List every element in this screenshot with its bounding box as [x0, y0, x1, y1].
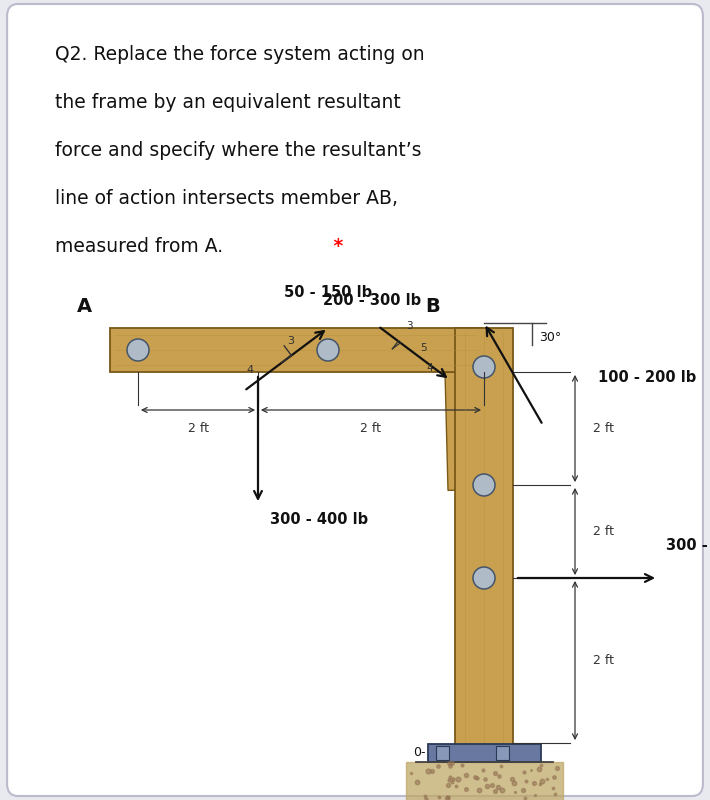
Circle shape [473, 474, 495, 496]
Text: 3: 3 [287, 336, 294, 346]
Text: 200 - 300 lb: 200 - 300 lb [323, 293, 421, 308]
Circle shape [127, 339, 149, 361]
Text: 100 - 200 lb: 100 - 200 lb [598, 370, 697, 385]
Bar [428, 744, 541, 762]
Text: 5: 5 [420, 343, 427, 353]
Text: force and specify where the resultant’s: force and specify where the resultant’s [55, 141, 422, 160]
Text: 4: 4 [426, 363, 432, 373]
Text: 2 ft: 2 ft [593, 525, 614, 538]
Text: 50 - 150 lb: 50 - 150 lb [284, 285, 372, 300]
Text: Q2. Replace the force system acting on: Q2. Replace the force system acting on [55, 45, 425, 64]
Text: 30°: 30° [539, 331, 561, 344]
Text: measured from A.: measured from A. [55, 237, 223, 256]
Text: the frame by an equivalent resultant: the frame by an equivalent resultant [55, 93, 400, 112]
Text: 2 ft: 2 ft [593, 422, 614, 435]
Text: 300 - 400 lb: 300 - 400 lb [666, 538, 710, 554]
Text: 2 ft: 2 ft [593, 654, 614, 667]
Polygon shape [445, 372, 478, 490]
Bar [436, 746, 449, 760]
Circle shape [473, 567, 495, 589]
Text: 2 ft: 2 ft [187, 422, 209, 435]
Bar [496, 746, 509, 760]
Text: line of action intersects member AB,: line of action intersects member AB, [55, 189, 398, 208]
Circle shape [473, 356, 495, 378]
Text: A: A [77, 297, 92, 316]
Text: 300 - 400 lb: 300 - 400 lb [270, 512, 368, 527]
Text: 2 ft: 2 ft [361, 422, 381, 435]
Text: 4: 4 [246, 365, 253, 374]
Bar [455, 328, 513, 748]
Bar [110, 328, 482, 372]
Text: *: * [327, 237, 343, 256]
Text: 0-: 0- [413, 746, 426, 759]
Text: B: B [425, 297, 440, 316]
Text: 3: 3 [406, 321, 413, 331]
Circle shape [317, 339, 339, 361]
